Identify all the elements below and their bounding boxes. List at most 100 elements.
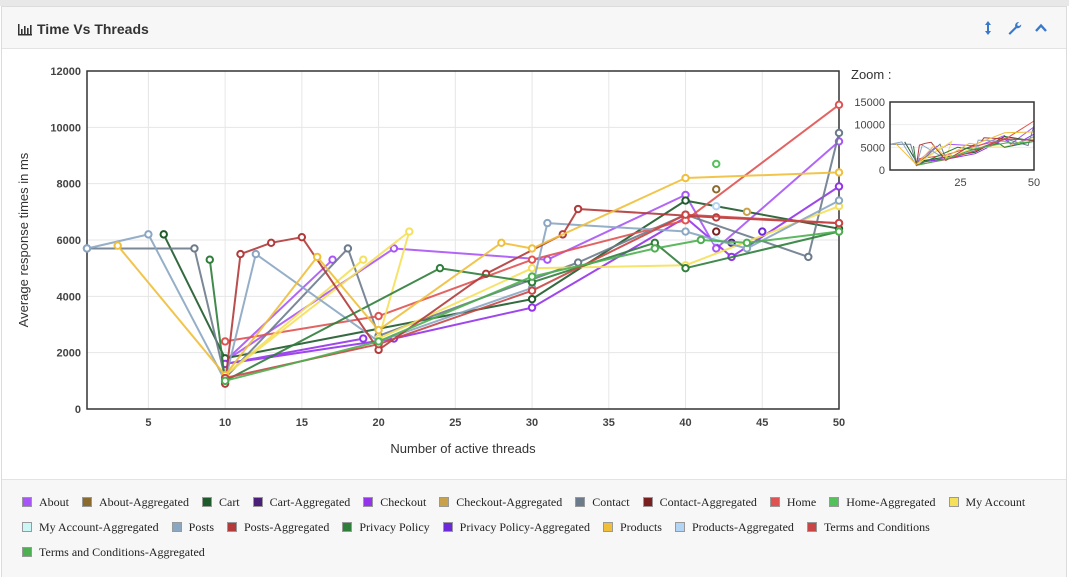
zoom-series-line-posts-aggregated [915, 137, 1035, 166]
legend-item-home-aggregated[interactable]: Home-Aggregated [829, 494, 936, 510]
data-point [220, 337, 230, 346]
data-point [527, 294, 537, 304]
legend-swatch [201, 497, 212, 507]
legend-item-terms-and-conditions[interactable]: Terms and Conditions [806, 519, 930, 535]
legend-label: My Account-Aggregated [39, 519, 159, 534]
x-tick-label: 10 [219, 417, 231, 429]
data-point [359, 334, 368, 343]
legend-swatch [22, 547, 32, 557]
y-tick-label: 6000 [57, 235, 81, 247]
data-point [497, 238, 506, 248]
data-point [712, 202, 721, 211]
x-tick-label: 20 [372, 417, 384, 429]
data-point [681, 196, 690, 205]
data-point [159, 230, 168, 239]
data-point [650, 244, 660, 253]
legend-label: Home [786, 494, 817, 509]
legend-item-cart-aggregated[interactable]: Cart-Aggregated [252, 494, 350, 510]
zoom-series-line-cart [904, 135, 1035, 163]
legend-item-cart[interactable]: Cart [201, 494, 240, 510]
series-products-aggregated [712, 202, 721, 211]
zoom-frame [889, 101, 1035, 171]
legend-item-about-aggregated[interactable]: About-Aggregated [82, 494, 189, 510]
data-point [359, 255, 368, 264]
legend-swatch [439, 497, 450, 507]
legend-item-products-aggregated[interactable]: Products-Aggregated [674, 519, 794, 535]
data-point [758, 227, 767, 236]
data-point [543, 218, 552, 228]
data-point [681, 227, 690, 236]
data-point [313, 252, 322, 262]
legend-item-products[interactable]: Products [602, 519, 662, 535]
legend-item-contact-aggregated[interactable]: Contact-Aggregated [642, 494, 757, 510]
data-point [190, 244, 199, 253]
data-point [834, 182, 844, 191]
series-line-posts-aggregated [224, 208, 840, 384]
top-strip [0, 0, 1069, 6]
chart-legend: About About-Aggregated Cart Cart-Aggregated… [2, 479, 1066, 577]
data-point [527, 286, 537, 295]
data-point [681, 263, 690, 273]
legend-item-privacy-policy-aggregated[interactable]: Privacy Policy-Aggregated [442, 519, 590, 535]
data-point [834, 218, 844, 228]
legend-label: Privacy Policy-Aggregated [459, 519, 590, 534]
data-point [405, 227, 414, 236]
legend-swatch [575, 497, 586, 507]
chevron-up-icon[interactable] [1032, 19, 1050, 37]
data-point [527, 272, 537, 281]
legend-item-checkout-aggregated[interactable]: Checkout-Aggregated [439, 494, 562, 510]
data-point [834, 227, 844, 236]
data-point [543, 255, 552, 264]
data-point [712, 227, 721, 236]
legend-swatch [227, 522, 237, 532]
x-tick-label: 40 [679, 417, 691, 429]
legend-item-terms-and-conditions-aggregated[interactable]: Terms and Conditions-Aggregated [22, 544, 205, 560]
data-point [696, 235, 706, 245]
data-point [389, 244, 399, 253]
wrench-icon[interactable] [1005, 19, 1023, 37]
zoom-y-tick-label: 5000 [861, 142, 885, 154]
legend-item-home[interactable]: Home [769, 494, 817, 510]
data-point [834, 128, 844, 138]
legend-item-posts[interactable]: Posts [171, 519, 214, 535]
data-point [681, 173, 690, 183]
x-axis-title: Number of active threads [390, 441, 536, 456]
legend-swatch [806, 522, 817, 532]
series-checkout-aggregated [742, 207, 752, 217]
legend-item-privacy-policy[interactable]: Privacy Policy [342, 519, 430, 535]
zoom-label: Zoom : [851, 67, 891, 82]
legend-swatch [22, 522, 32, 532]
legend-label: Posts-Aggregated [244, 519, 330, 534]
legend-swatch [82, 497, 92, 507]
data-point [834, 100, 844, 109]
data-point [328, 255, 337, 264]
x-tick-label: 25 [449, 417, 461, 429]
legend-item-checkout[interactable]: Checkout [363, 494, 426, 510]
data-point [573, 204, 583, 214]
legend-label: Cart [218, 494, 240, 509]
legend-item-my-account[interactable]: My Account [948, 494, 1025, 510]
legend-item-my-account-aggregated[interactable]: My Account-Aggregated [22, 519, 159, 535]
legend-item-contact[interactable]: Contact [575, 494, 630, 510]
legend-item-posts-aggregated[interactable]: Posts-Aggregated [227, 519, 329, 535]
legend-swatch [342, 522, 353, 532]
series-home-aggregated [712, 159, 721, 169]
legend-label: About-Aggregated [99, 494, 189, 509]
y-axis-title: Average response times in ms [16, 152, 31, 327]
series-line-contact [87, 132, 840, 379]
data-point [297, 232, 307, 242]
legend-items: About About-Aggregated Cart Cart-Aggregated… [22, 494, 1052, 560]
zoom-y-tick-label: 0 [879, 165, 885, 177]
resize-vertical-icon[interactable] [979, 19, 997, 37]
data-point [804, 252, 813, 262]
legend-swatch [363, 497, 374, 507]
legend-swatch [171, 522, 182, 532]
data-point [527, 244, 537, 253]
data-point [527, 263, 537, 273]
data-point [236, 249, 245, 259]
legend-label: Privacy Policy [359, 519, 430, 534]
data-point [374, 311, 383, 321]
data-point [251, 249, 261, 259]
legend-item-about[interactable]: About [22, 494, 69, 510]
legend-label: Checkout [380, 494, 427, 509]
